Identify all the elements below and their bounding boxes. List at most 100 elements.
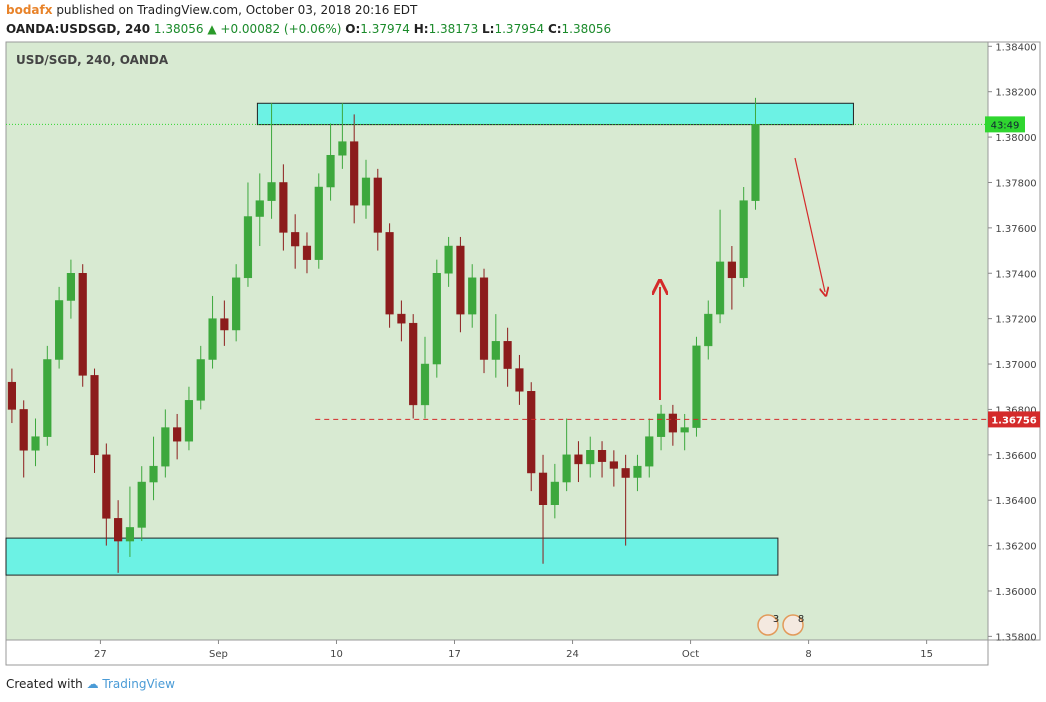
author[interactable]: bodafx [6,3,53,17]
h: 1.38173 [428,22,479,36]
event-icon [782,614,804,636]
candle-body [279,182,288,233]
candle-body [373,177,382,233]
y-tick-label: 1.36200 [995,542,1036,553]
change: +0.00082 (+0.06%) [220,22,342,36]
candle-body [173,427,182,442]
x-tick-label: 17 [448,649,461,660]
candle-body [385,232,394,315]
candle-body [456,245,465,315]
candle-body [656,413,666,437]
event-count: 8 [798,614,804,625]
y-tick-label: 1.36800 [995,405,1036,416]
level-tag [988,411,1040,428]
x-tick-label: 24 [566,649,579,660]
candle-body [491,341,500,360]
candle-body [149,465,158,483]
candle-body [409,322,418,406]
o: 1.37974 [360,22,410,36]
candle-body [114,518,123,542]
y-tick-label: 1.38000 [995,133,1036,144]
h-label: H: [413,22,429,36]
y-tick-label: 1.37800 [995,178,1036,189]
candle-body [574,454,583,465]
up-icon: ▲ [207,22,217,36]
candle-body [751,124,760,201]
candle-body [243,216,253,279]
candle-body [668,413,677,433]
candle-body [196,359,205,401]
candle-body [267,182,276,201]
candle-body [562,454,571,483]
last-price-tag [985,116,1025,133]
x-tick-label: 8 [805,649,811,660]
candle-body [291,232,300,247]
candle-body [692,345,701,428]
candle-body [137,481,146,528]
x-tick-label: 27 [94,649,107,660]
y-tick-label: 1.36600 [995,451,1036,462]
candle-body [78,273,87,376]
candle-body [550,481,559,505]
candle-body [479,277,489,360]
y-tick-label: 1.35800 [995,632,1036,643]
candle-body [397,313,406,324]
candle-body [255,200,264,217]
event-icon [757,614,779,636]
candle-body [704,313,713,347]
candle-body [727,261,736,279]
candle-body [350,141,359,206]
zone [256,102,854,126]
candle-body [302,245,312,260]
price-axis [987,41,1041,641]
chart: USD/SGD, 240, OANDA 1.35800 1.36000 1.3620… [5,41,1041,666]
last: 1.38056 [153,22,204,36]
candle-body [468,277,477,315]
candle-body [432,273,441,365]
candle-body [161,427,170,467]
o-label: O: [345,22,361,36]
y-tick-label: 1.37600 [995,224,1036,235]
candle-body [326,154,335,188]
candle-body [633,465,642,478]
candle-body [208,318,217,360]
candle-body [715,261,725,315]
candle-body [609,461,618,469]
candle-body [102,454,111,519]
l-label: L: [482,22,495,36]
candle-body [55,300,64,360]
chart-title: USD/SGD, 240, OANDA [16,53,169,67]
candle-body [338,141,347,156]
c-label: C: [547,22,562,36]
l: 1.37954 [494,22,545,36]
event-count: 3 [773,614,779,625]
candle-body [645,436,654,467]
candle-body [220,318,229,331]
x-tick-label: Sep [209,649,228,660]
candle-body [19,409,28,451]
candle-body [314,186,323,260]
countdown: 43:49 [991,120,1020,131]
candle-body [444,245,453,274]
x-tick-label: 10 [330,649,343,660]
candle-body [597,450,607,462]
candle-body [361,177,371,206]
candle-body [527,391,536,474]
brand[interactable]: TradingView [102,677,175,691]
down-arrow [794,157,825,292]
candle-body [420,363,430,406]
candle-body [125,527,135,542]
x-tick-label: 15 [920,649,933,660]
time-axis [5,639,989,666]
logo: ☁ [86,677,99,691]
c: 1.38056 [561,22,612,36]
candle-body [31,436,40,451]
candle-body [680,427,689,433]
candle-body [503,341,512,369]
created: Created with [6,677,83,691]
quote-line: OANDA:USDSGD, 240 1.38056 ▲ +0.00082 (+0… [6,22,611,36]
candle-body [515,368,524,392]
y-tick-label: 1.37200 [995,315,1036,326]
candle-body [586,450,595,465]
